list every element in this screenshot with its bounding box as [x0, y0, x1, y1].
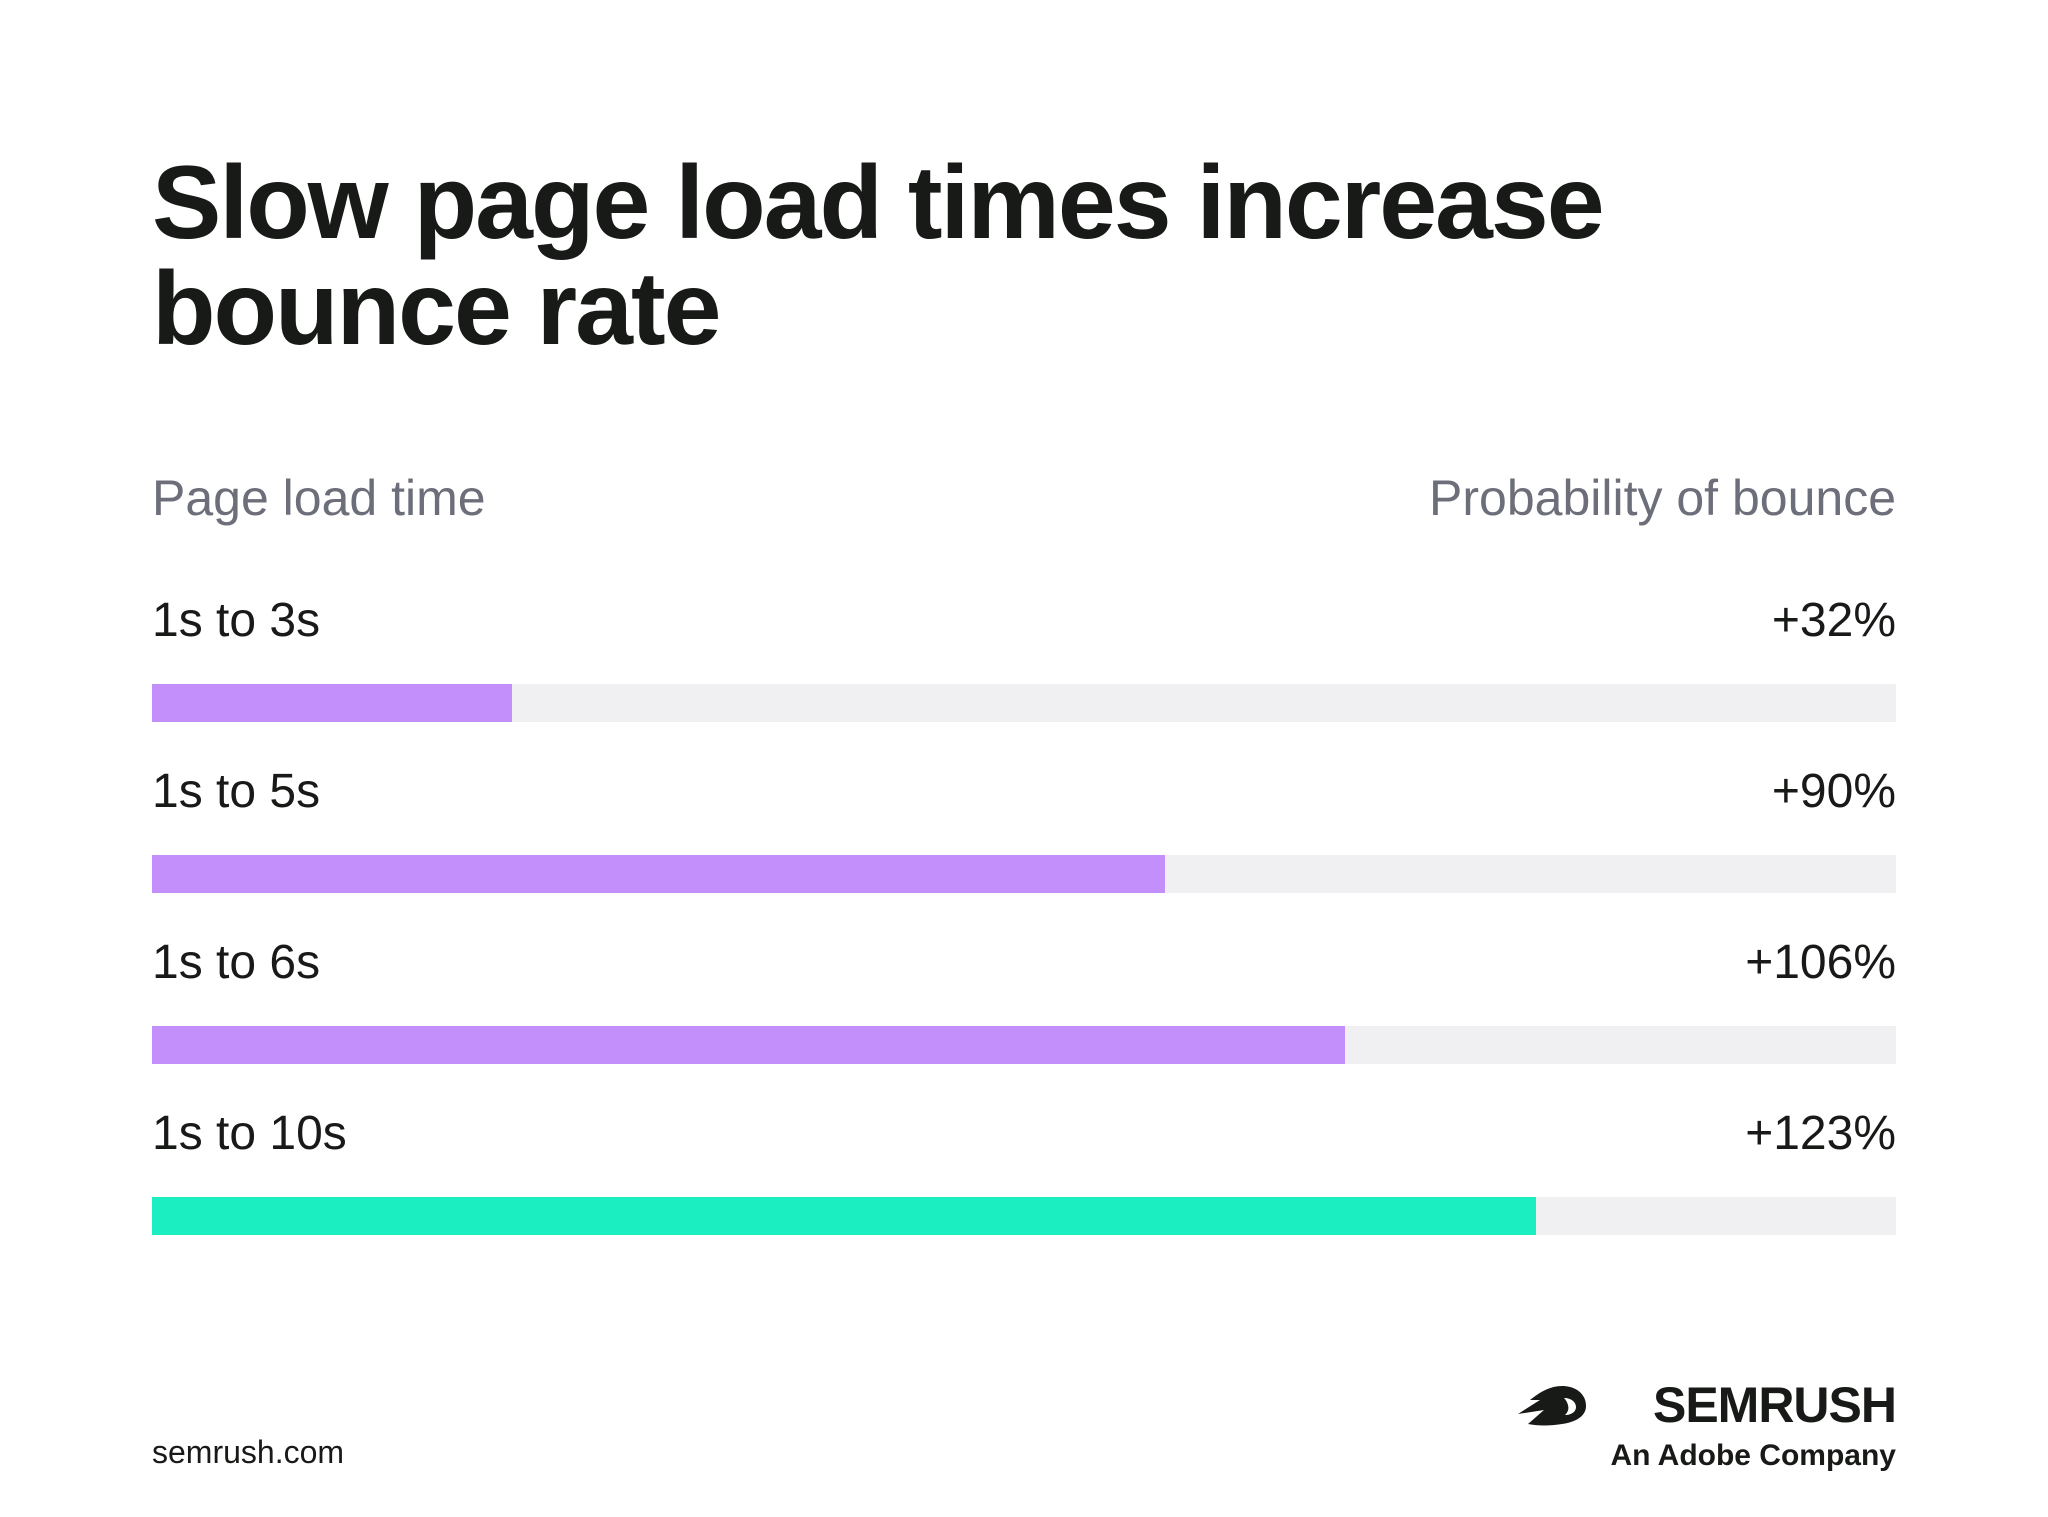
footer-url[interactable]: semrush.com [152, 1434, 345, 1470]
semrush-fireball-icon [1518, 1386, 1586, 1426]
column-header-page-load-time: Page load time [152, 470, 486, 526]
brand-name: SEMRUSH [1652, 1377, 1897, 1433]
brand-logo: SEMRUSH An Adobe Company [1516, 1376, 1897, 1486]
bounce-rate-bar-chart: 1s to 3s +32% 1s to 5s +90% 1s to 6s +106% 1s … [152, 594, 1896, 1235]
bar-1s-to-6s [152, 1026, 1345, 1064]
value-label-1s-to-3s: +32% [1772, 594, 1896, 647]
category-label-1s-to-6s: 1s to 6s [152, 936, 320, 989]
category-label-1s-to-3s: 1s to 3s [152, 594, 320, 647]
column-header-probability-of-bounce: Probability of bounce [1429, 470, 1896, 526]
bar-1s-to-10s [152, 1197, 1536, 1235]
value-label-1s-to-6s: +106% [1745, 936, 1896, 989]
value-label-1s-to-10s: +123% [1745, 1107, 1896, 1160]
chart-title: Slow page load times increase bounce rat… [152, 145, 1605, 367]
bar-1s-to-5s [152, 855, 1165, 893]
bar-1s-to-3s [152, 684, 512, 722]
brand-tagline: An Adobe Company [1610, 1439, 1896, 1472]
value-label-1s-to-5s: +90% [1772, 765, 1896, 818]
category-label-1s-to-10s: 1s to 10s [152, 1107, 347, 1160]
category-label-1s-to-5s: 1s to 5s [152, 765, 320, 818]
